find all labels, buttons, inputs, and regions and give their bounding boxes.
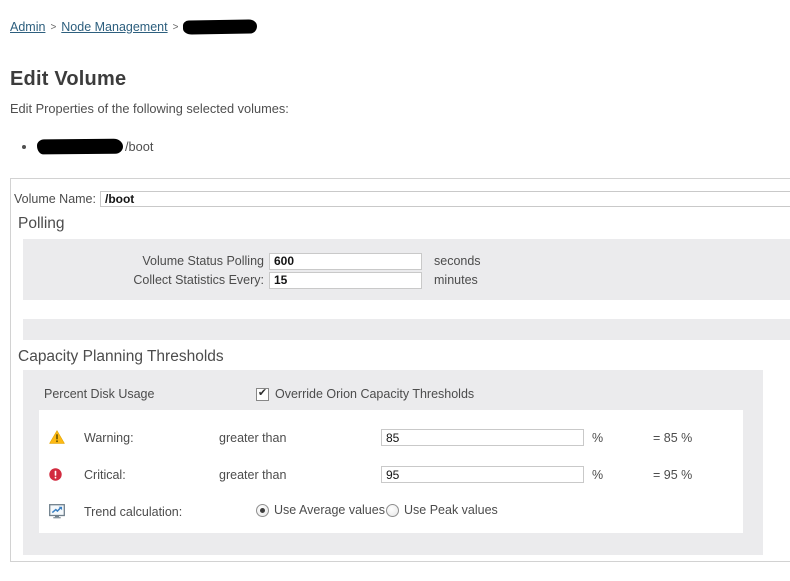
breadcrumb: Admin > Node Management >	[10, 19, 790, 35]
selected-volume-item: /boot	[36, 136, 790, 155]
volume-name-row: Volume Name:	[11, 191, 790, 207]
collect-statistics-unit: minutes	[434, 273, 478, 287]
trend-chart-icon	[49, 504, 65, 522]
volume-name-input[interactable]	[99, 191, 790, 207]
page-subtitle: Edit Properties of the following selecte…	[10, 101, 289, 116]
volume-name-label: Volume Name:	[14, 192, 96, 206]
breadcrumb-link-admin[interactable]: Admin	[10, 20, 46, 34]
critical-icon	[49, 467, 62, 484]
collect-statistics-label: Collect Statistics Every:	[133, 273, 264, 287]
volume-status-polling-input[interactable]	[269, 252, 422, 270]
breadcrumb-separator: >	[172, 21, 179, 33]
override-thresholds-checkbox[interactable]: ✔	[256, 387, 269, 401]
critical-condition: greater than	[219, 468, 287, 482]
use-average-values-radio[interactable]	[256, 503, 269, 517]
warning-computed-value: = 85 %	[653, 431, 693, 445]
capacity-thresholds-heading: Capacity Planning Thresholds	[18, 348, 224, 365]
warning-condition: greater than	[219, 431, 287, 445]
redacted-node-name	[183, 19, 258, 35]
use-peak-values-option: Use Peak values	[386, 503, 498, 517]
warning-threshold-input[interactable]	[381, 429, 584, 446]
percent-disk-usage-label: Percent Disk Usage	[44, 387, 155, 401]
page-title: Edit Volume	[10, 68, 127, 90]
checkmark-icon: ✔	[257, 387, 268, 399]
override-thresholds-label: Override Orion Capacity Thresholds	[275, 387, 475, 401]
use-average-values-label: Use Average values	[274, 503, 385, 517]
use-peak-values-label: Use Peak values	[404, 503, 498, 517]
volume-path: /boot	[125, 139, 154, 154]
breadcrumb-link-node-management[interactable]: Node Management	[61, 20, 168, 34]
trend-calculation-row: Trend calculation: Use Average values Us…	[39, 503, 743, 521]
volume-status-polling-label: Volume Status Polling	[142, 254, 264, 268]
polling-section: Volume Status Polling seconds Collect St…	[23, 239, 790, 300]
edit-volume-form-panel: Volume Name: Polling Volume Status Polli…	[10, 178, 790, 562]
thresholds-box: Warning: greater than % = 85 % Critical:…	[39, 410, 743, 533]
warning-icon	[49, 430, 65, 447]
warning-label: Warning:	[84, 431, 134, 445]
radio-dot	[260, 507, 265, 513]
critical-unit: %	[592, 468, 604, 482]
critical-threshold-input[interactable]	[381, 466, 584, 483]
redacted-node-name	[36, 138, 124, 155]
collect-statistics-input[interactable]	[269, 271, 422, 289]
section-spacer-bar	[23, 319, 790, 340]
volume-status-polling-unit: seconds	[434, 254, 481, 268]
selected-volumes-list: /boot	[10, 136, 790, 155]
volume-status-polling-row: Volume Status Polling seconds	[23, 252, 790, 270]
use-peak-values-radio[interactable]	[386, 503, 399, 517]
breadcrumb-separator: >	[50, 21, 57, 33]
trend-calculation-label: Trend calculation:	[84, 505, 183, 519]
percent-disk-usage-row: Percent Disk Usage ✔ Override Orion Capa…	[23, 370, 763, 401]
critical-label: Critical:	[84, 468, 126, 482]
critical-computed-value: = 95 %	[653, 468, 693, 482]
use-average-values-option: Use Average values	[256, 503, 385, 517]
capacity-thresholds-section: Percent Disk Usage ✔ Override Orion Capa…	[23, 370, 763, 555]
critical-threshold-row: Critical: greater than % = 95 %	[39, 466, 743, 484]
warning-threshold-row: Warning: greater than % = 85 %	[39, 429, 743, 447]
collect-statistics-row: Collect Statistics Every: minutes	[23, 271, 790, 289]
polling-heading: Polling	[18, 215, 65, 232]
warning-unit: %	[592, 431, 604, 445]
